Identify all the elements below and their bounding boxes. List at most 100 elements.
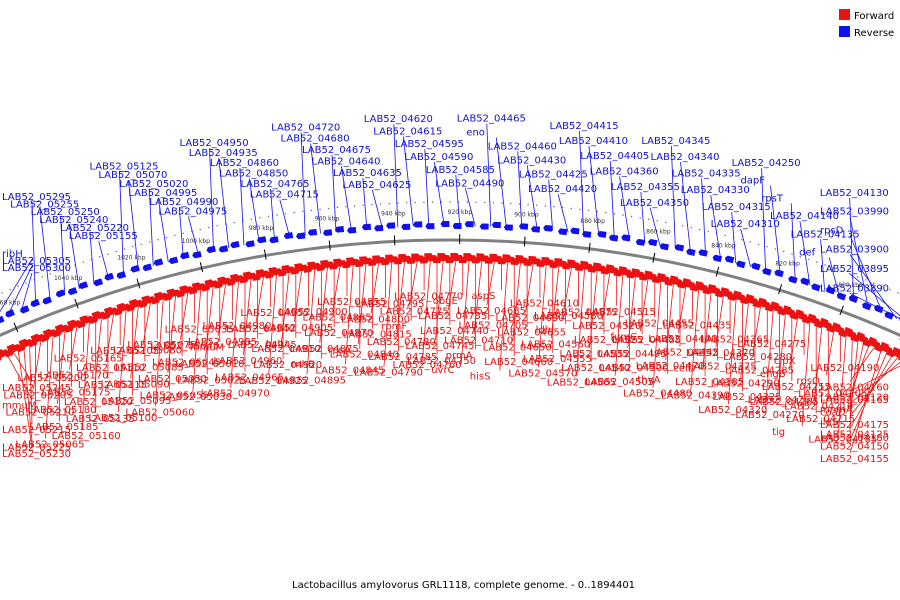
forward-leader-line (777, 310, 787, 394)
forward-gene-label: LAB52_04960 (213, 356, 282, 367)
forward-gene-label: clpX (774, 356, 796, 367)
reverse-gene-marker (401, 223, 411, 230)
forward-gene-label: LAB52_04865 (303, 312, 372, 323)
reverse-gene-label: LAB52_05020 (119, 179, 188, 190)
reverse-gene-label: LAB52_03895 (820, 264, 889, 275)
forward-leader-line (499, 259, 509, 371)
reverse-gene-label: LAB52_04405 (580, 151, 649, 162)
forward-gene-label: LAB52_05065 (15, 440, 84, 451)
forward-gene-label: LAB52_04370 (686, 348, 755, 359)
reverse-gene-marker (582, 231, 592, 238)
legend-reverse-swatch (839, 26, 850, 37)
forward-gene-label: LAB52_05050 (138, 374, 207, 385)
scale-dot (881, 285, 883, 288)
scale-dot (449, 201, 451, 203)
scale-dot (66, 267, 68, 269)
forward-gene-label: LAB52_04555 (523, 354, 592, 365)
forward-gene-label: LAB52_04160 (820, 383, 889, 394)
reverse-gene-label: LAB52_04315 (702, 202, 771, 213)
reverse-leader-line (60, 217, 66, 295)
forward-gene-label: LAB52_04455 (625, 318, 694, 329)
forward-gene-label: LAB52_04760 (393, 360, 462, 371)
scale-dot (527, 203, 529, 206)
forward-gene-label: LAB52_04515 (587, 307, 656, 318)
reverse-gene-marker (55, 289, 66, 298)
reverse-gene-label: LAB52_05250 (31, 207, 100, 218)
reverse-gene-marker (762, 267, 772, 276)
scale-dot (431, 201, 434, 203)
reverse-gene-label: LAB52_04860 (210, 158, 279, 169)
forward-leader-line (57, 327, 66, 405)
reverse-gene-label: LAB52_04590 (404, 152, 473, 163)
scale-tick (715, 266, 720, 277)
forward-gene-label: LAB52_05165 (54, 353, 123, 364)
forward-gene-label: coaD (820, 408, 846, 419)
forward-gene-label: LAB52_04735 (418, 311, 487, 322)
forward-gene-label: LAB52_04800 (341, 314, 410, 325)
scale-tick (74, 298, 79, 309)
scale-dot (25, 282, 27, 284)
scale-dot (699, 228, 701, 231)
forward-gene-label: LAB52_04570 (508, 368, 577, 379)
scale-dot (630, 215, 633, 218)
scale-tick-label: 1040 kbp (54, 275, 82, 282)
reverse-gene-marker (30, 298, 41, 308)
forward-leader-line (789, 314, 799, 368)
reverse-leader-line (371, 189, 383, 229)
forward-leader-line (740, 299, 750, 378)
reverse-leader-line (331, 154, 337, 232)
scale-dot (622, 214, 624, 216)
reverse-leader-line (486, 123, 492, 227)
legend: Forward Reverse (839, 9, 894, 39)
forward-leader-line (576, 266, 586, 377)
forward-gene-label: LAB52_05120 (64, 397, 133, 408)
reverse-leader-line (393, 124, 399, 228)
reverse-leader-line (119, 171, 124, 275)
scale-dot (405, 202, 408, 204)
scale-dot (107, 253, 109, 255)
forward-gene-label: LAB52_05060 (125, 407, 194, 418)
forward-gene-label: rpsO (796, 376, 820, 387)
forward-leader-line (537, 262, 547, 368)
reverse-gene-marker (206, 245, 216, 254)
forward-gene-label: obgE (433, 296, 458, 307)
forward-leader-line (727, 296, 737, 405)
scale-dot (233, 221, 235, 224)
reverse-gene-label: LAB52_04640 (311, 156, 380, 167)
forward-gene-label: LAB52_05110 (76, 363, 145, 374)
scale-dot (250, 218, 253, 221)
reverse-leader-line (609, 161, 615, 239)
forward-leader-line (422, 258, 431, 360)
reverse-gene-marker (67, 287, 78, 296)
forward-gene-label: fumC (610, 332, 637, 343)
forward-gene-label: hisS (470, 372, 491, 383)
forward-leader-line (29, 342, 33, 425)
forward-leader-line (23, 344, 33, 442)
reverse-leader-line (849, 197, 855, 302)
forward-gene-label: LAB52_05045 (152, 357, 221, 368)
forward-gene-label: LAB52_04265 (750, 397, 819, 408)
forward-leader-line (849, 352, 895, 429)
forward-gene-label: LAB52_04325 (713, 392, 782, 403)
legend-forward-label: Forward (854, 11, 894, 22)
forward-leader-line (117, 307, 127, 413)
reverse-gene-marker (180, 251, 190, 260)
scale-dot (596, 210, 598, 213)
reverse-leader-line (127, 180, 139, 271)
reverse-gene-label: rpsD (820, 226, 844, 237)
forward-gene-label: LAB52_04165 (820, 395, 889, 406)
forward-leader-line (752, 303, 762, 352)
forward-gene-label: LAB52_04785 (368, 352, 437, 363)
forward-gene-label: LAB52_04705 (459, 321, 528, 332)
reverse-gene-marker (269, 236, 279, 244)
forward-gene-label: LAB52_04650 (483, 342, 552, 353)
scale-dot (613, 213, 616, 215)
scale-dot (639, 217, 641, 219)
forward-gene-label: LAB52_04580 (534, 311, 603, 322)
reverse-gene-marker (659, 243, 669, 251)
scale-dot (165, 236, 168, 239)
reverse-gene-label: LAB52_04135 (791, 229, 860, 240)
reverse-gene-label: LAB52_04995 (128, 188, 197, 199)
reverse-gene-label: LAB52_04140 (770, 211, 839, 222)
